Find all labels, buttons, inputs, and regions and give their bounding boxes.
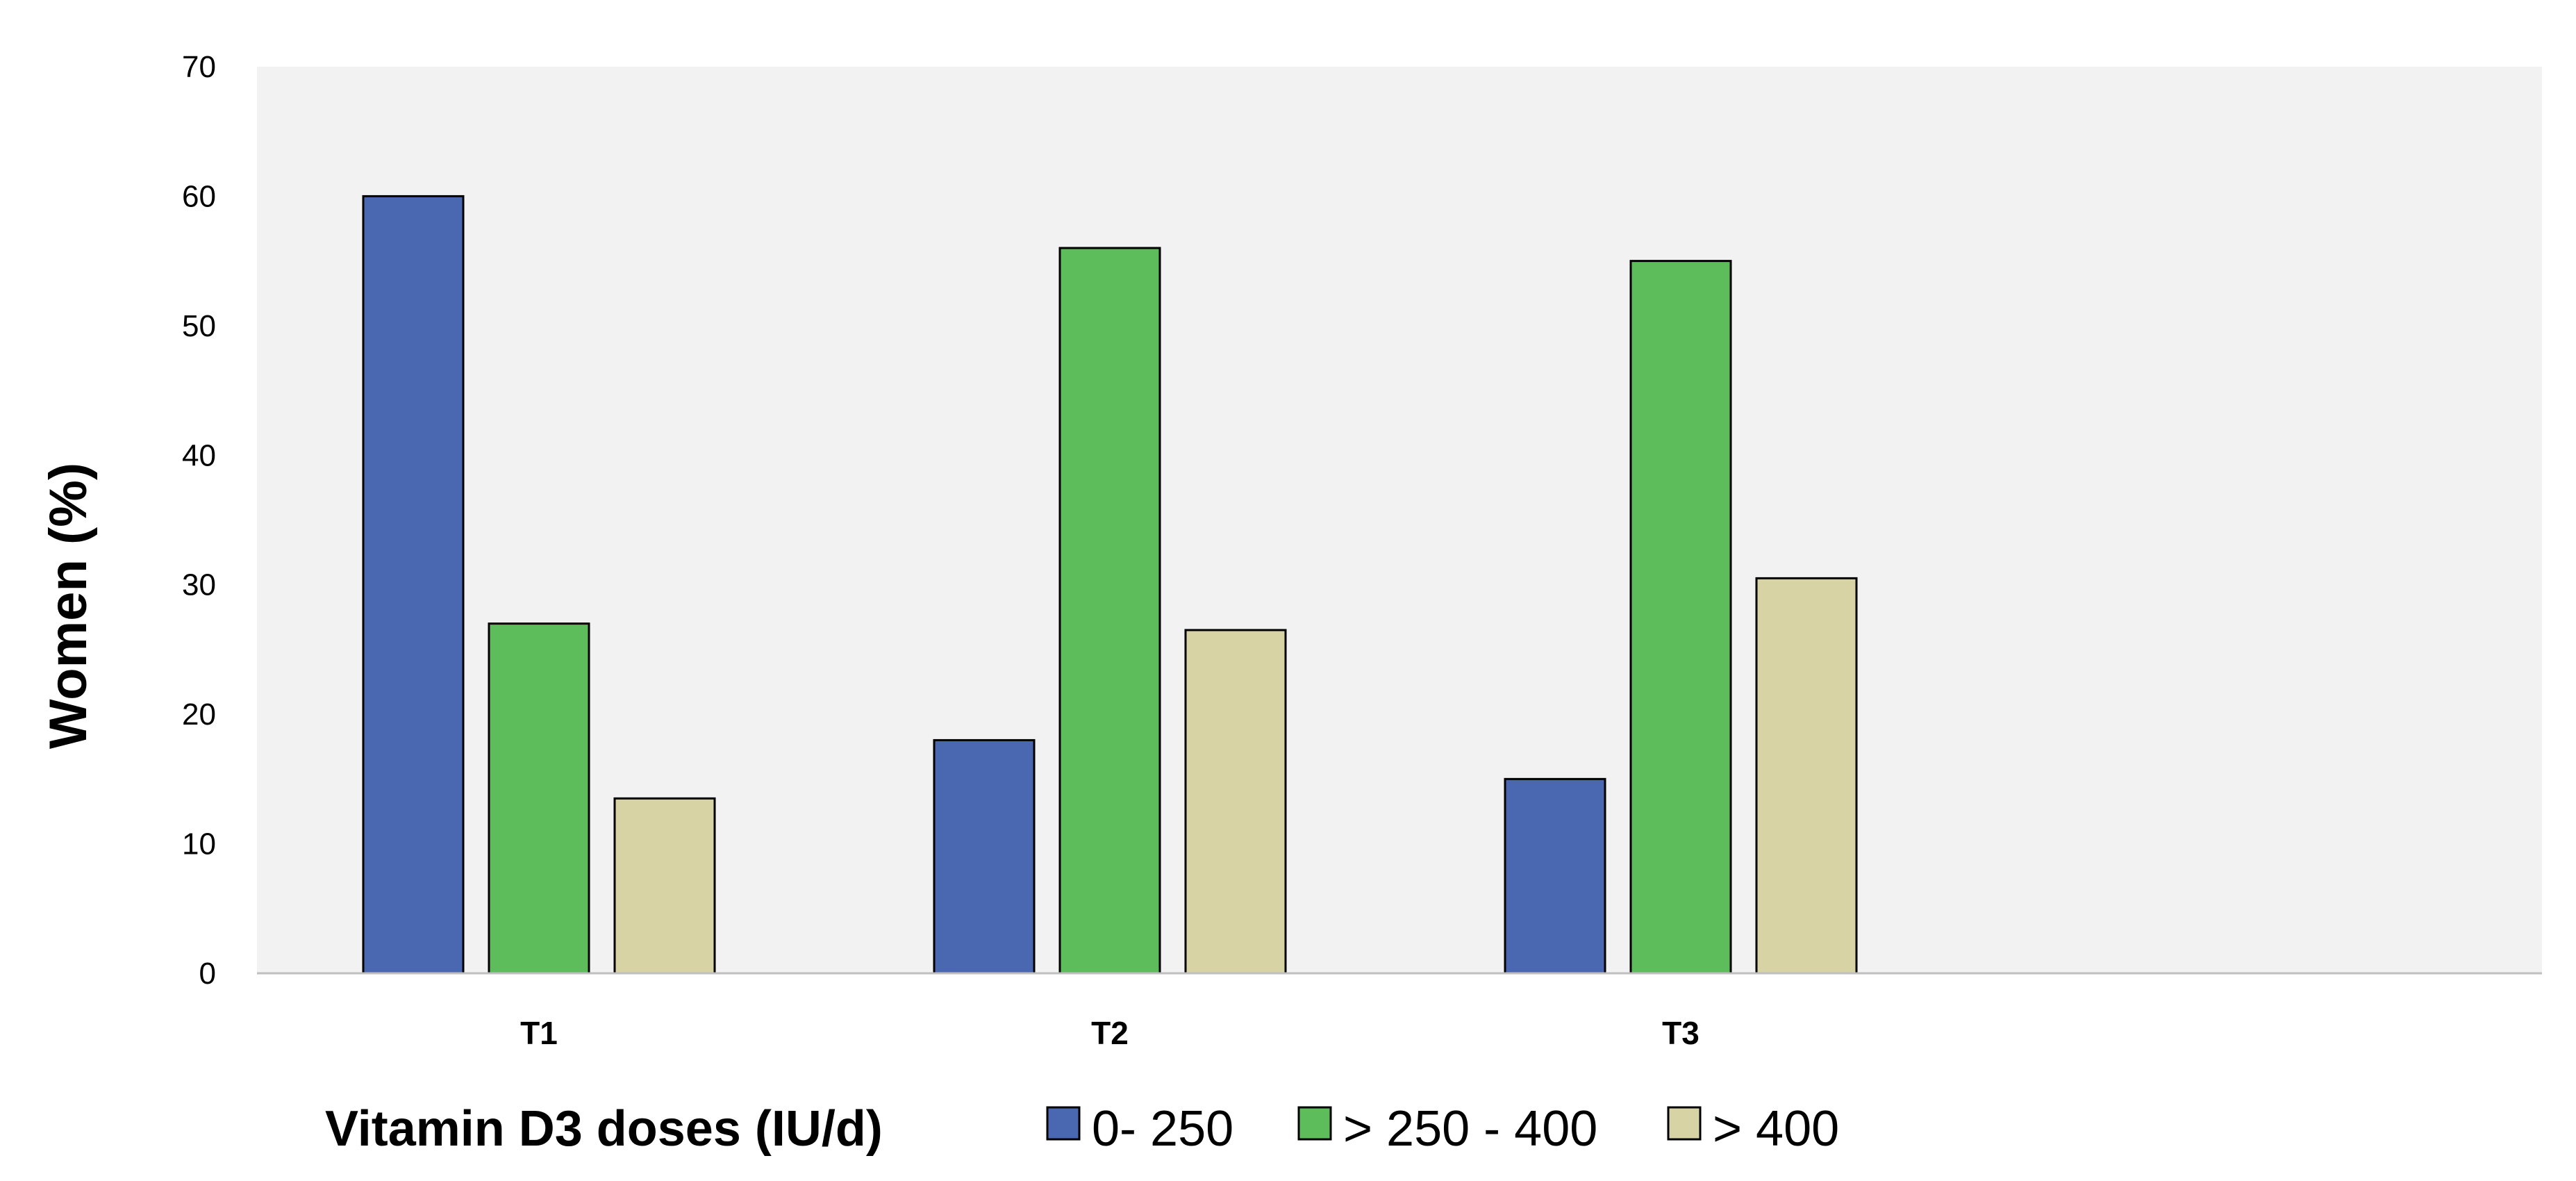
bar bbox=[1058, 247, 1161, 975]
bar bbox=[1184, 629, 1287, 975]
legend-title: Vitamin D3 doses (IU/d) bbox=[325, 1101, 883, 1157]
legend-label: > 400 bbox=[1713, 1101, 1839, 1157]
y-tick-label: 30 bbox=[182, 568, 216, 602]
bar bbox=[1504, 777, 1606, 975]
y-tick-label: 70 bbox=[182, 50, 216, 84]
bar bbox=[613, 797, 716, 975]
bar bbox=[362, 195, 465, 975]
y-tick-label: 10 bbox=[182, 827, 216, 861]
bar bbox=[1755, 577, 1858, 975]
legend-swatch bbox=[1046, 1106, 1081, 1141]
x-axis-labels: T1 T2 T3 bbox=[520, 1015, 1700, 1051]
y-tick-label: 0 bbox=[199, 957, 216, 991]
legend-label: > 250 - 400 bbox=[1343, 1101, 1597, 1157]
x-tick-label: T3 bbox=[1662, 1015, 1700, 1051]
legend: Vitamin D3 doses (IU/d) 0- 250 > 250 - 40… bbox=[325, 1101, 1839, 1157]
plot-area bbox=[257, 67, 2542, 973]
y-tick-label: 40 bbox=[182, 438, 216, 472]
y-tick-label: 50 bbox=[182, 309, 216, 343]
y-axis-ticks: 0 10 20 30 40 50 60 70 bbox=[182, 50, 216, 991]
bar bbox=[1629, 260, 1732, 975]
bar bbox=[933, 738, 1036, 975]
x-tick-label: T1 bbox=[520, 1015, 558, 1051]
bar bbox=[488, 622, 590, 975]
legend-swatch bbox=[1667, 1106, 1702, 1141]
y-axis-title: Women (%) bbox=[39, 463, 98, 749]
y-tick-label: 20 bbox=[182, 697, 216, 732]
y-tick-label: 60 bbox=[182, 179, 216, 213]
x-tick-label: T2 bbox=[1091, 1015, 1129, 1051]
bars bbox=[362, 195, 1858, 975]
legend-label: 0- 250 bbox=[1092, 1101, 1233, 1157]
legend-swatch bbox=[1297, 1106, 1332, 1141]
